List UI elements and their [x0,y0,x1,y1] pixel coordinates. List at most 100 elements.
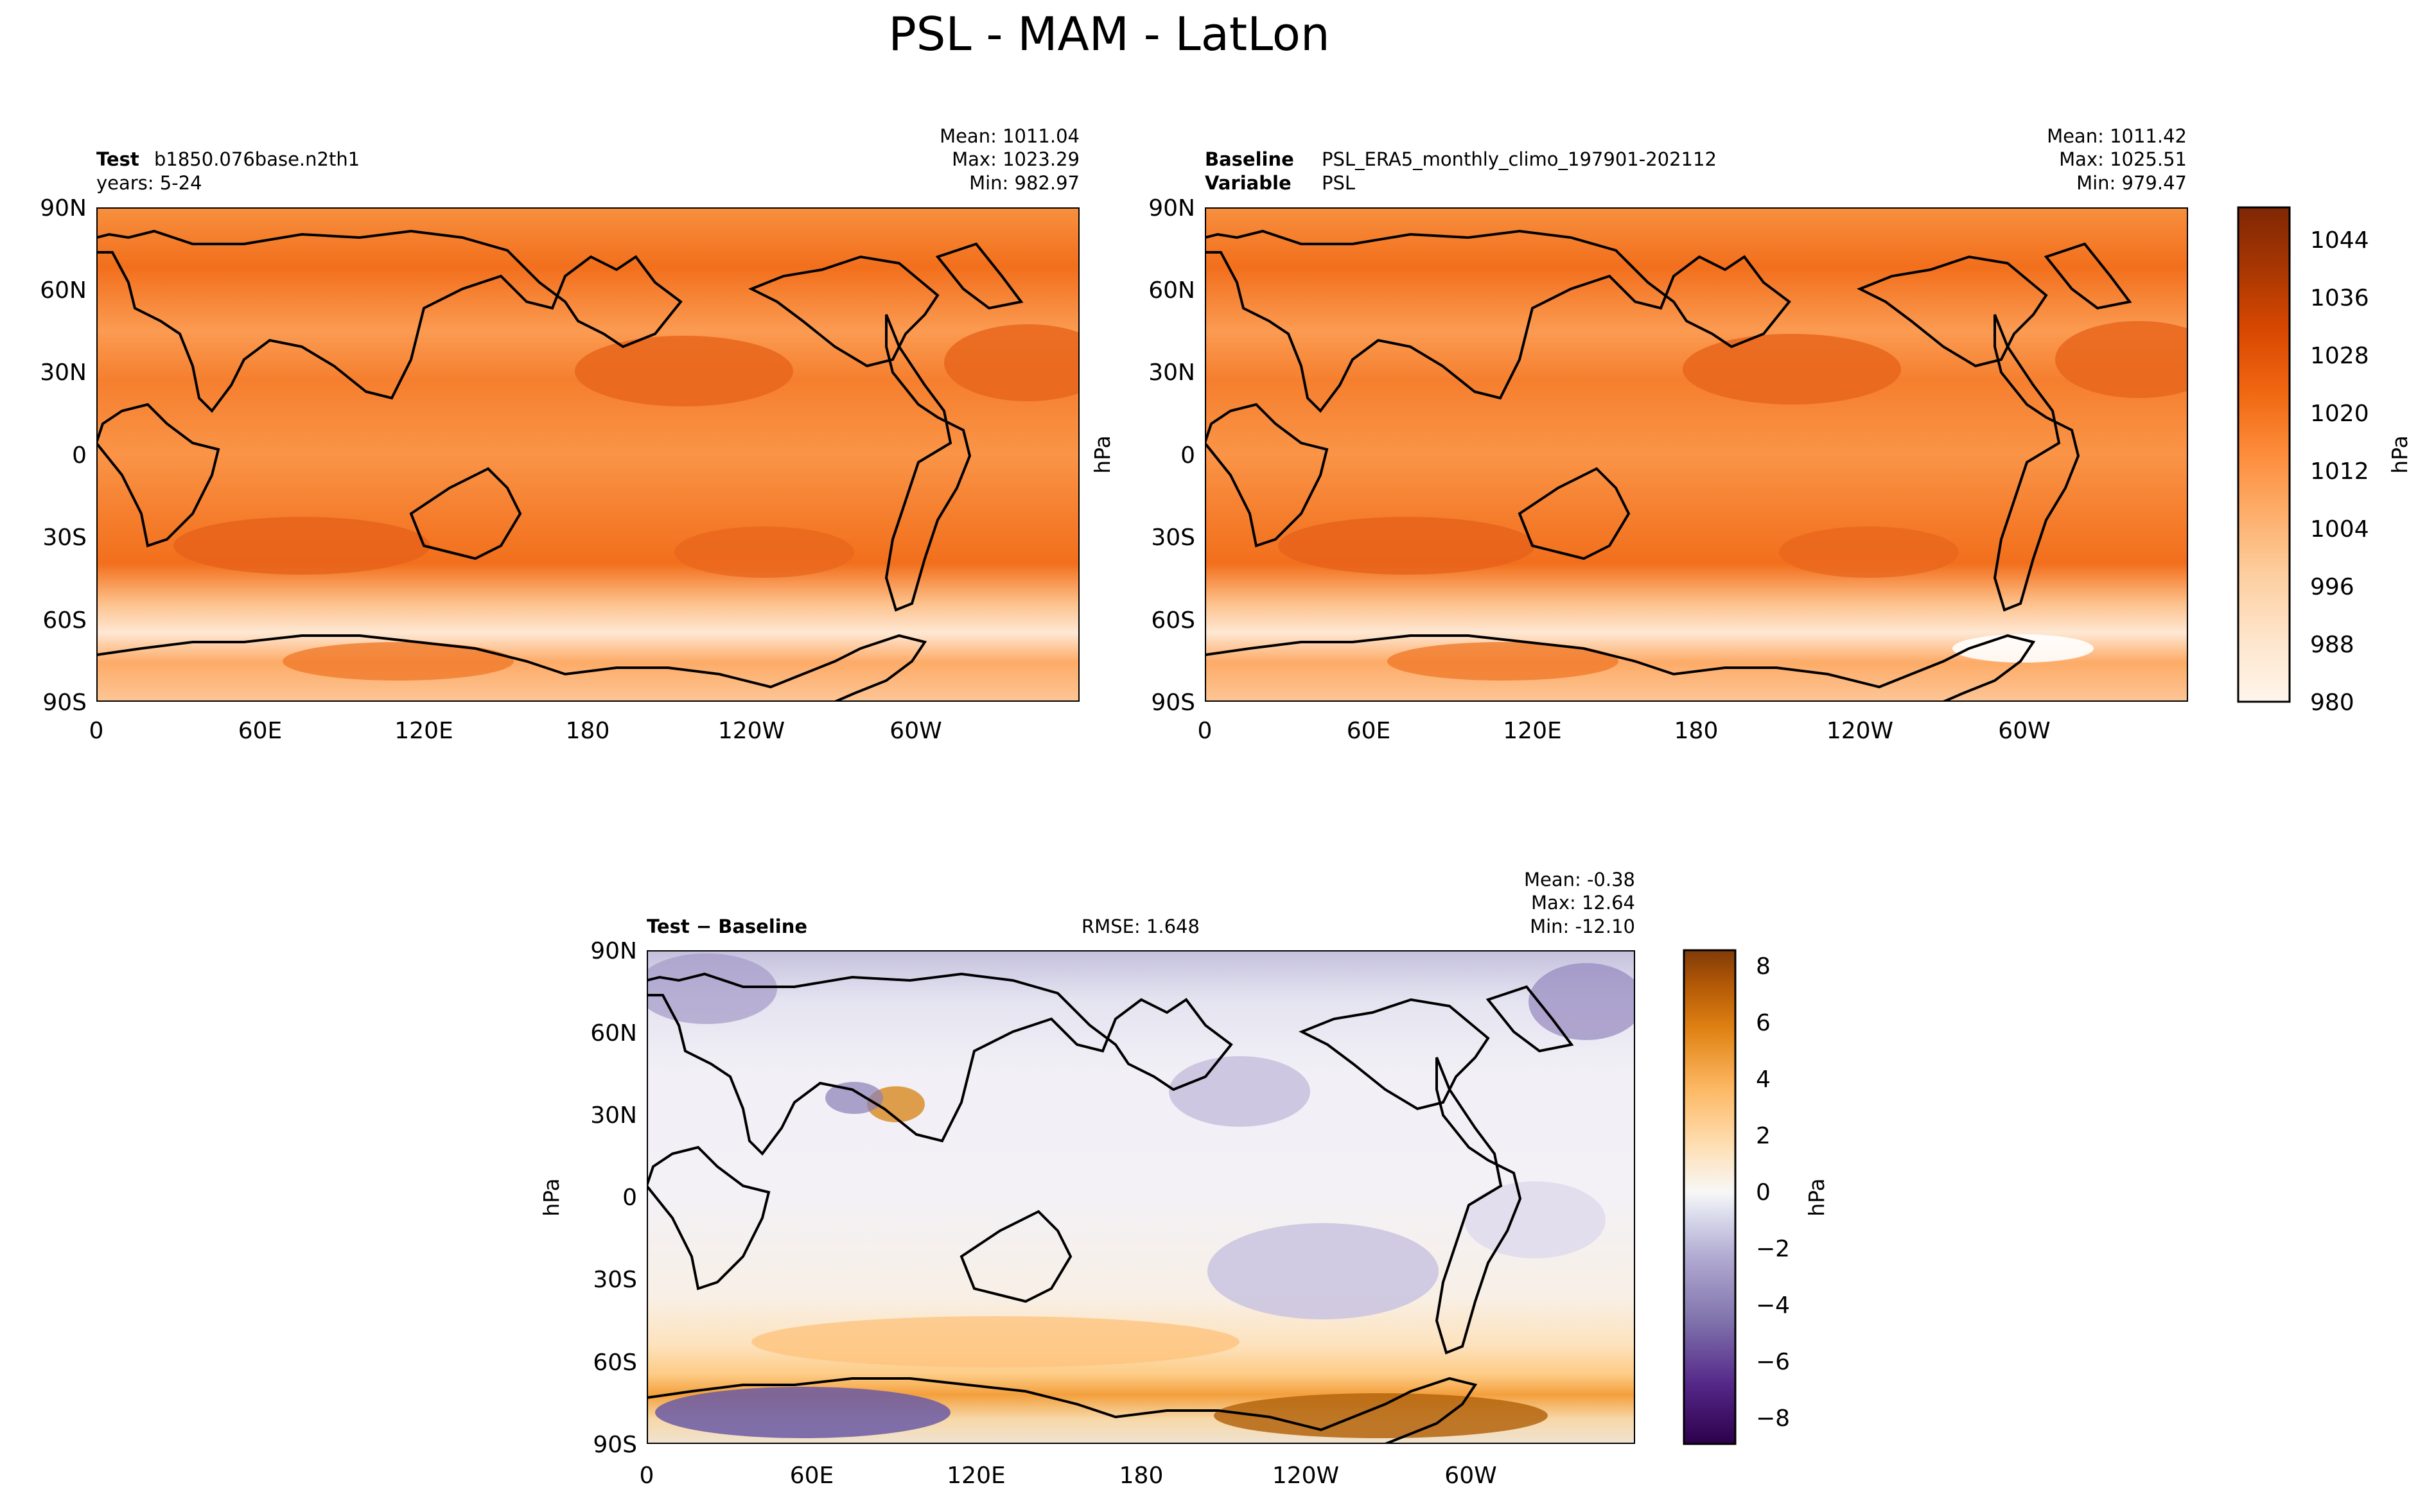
colorbar-main-tick: 1044 [2310,227,2369,254]
panel-baseline-yticks: 90N 60N 30N 0 30S 60S 90S [1148,195,1195,716]
panel-baseline-antarctic-high [1387,642,1618,681]
colorbar-main-tick: 980 [2310,690,2354,716]
panel-baseline-ytick: 60N [1148,277,1195,304]
panel-baseline-ytick: 60S [1151,607,1195,634]
panel-baseline-xtick: 60W [1998,718,2050,744]
colorbar-main-tick: 1028 [2310,343,2369,369]
panel-diff-xtick: 60W [1444,1463,1496,1489]
panel-diff-map [647,950,1635,1444]
panel-baseline-coastlines [1205,229,2132,702]
panel-diff-north-pacific-low [1169,1056,1310,1127]
panel-baseline-ytick: 90S [1151,690,1195,716]
colorbar-main-bar [2237,206,2291,703]
panel-test-yticks: 90N 60N 30N 0 30S 60S 90S [40,195,87,716]
panel-diff-ytick: 60N [590,1020,637,1047]
panel-test-coastlines [96,229,1024,702]
colorbar-diff-tick: −2 [1756,1236,1790,1262]
panel-diff-southern-warm-band [751,1316,1240,1368]
colorbar-diff-bar [1683,949,1737,1445]
panel-test-xtick: 120E [394,718,453,744]
colorbar-diff-tick: −6 [1756,1349,1790,1375]
panel-baseline-south-pacific-high [1779,526,1959,578]
panel-test-xtick: 120W [718,718,785,744]
panel-baseline-stat-mean: Mean: 1011.42 [2047,125,2187,147]
panel-test-xtick: 0 [89,718,104,744]
panel-diff-stat-mean: Mean: -0.38 [1524,869,1635,891]
panel-baseline-north-pacific-high [1683,334,1901,404]
colorbar-diff-tick: 8 [1756,953,1771,980]
colorbar-diff-tick: −4 [1756,1292,1790,1319]
colorbar-main: 1044 1036 1028 1020 1012 1004 996 988 98… [2237,206,2412,716]
panel-diff-tibet-low [825,1082,883,1114]
panel-baseline-ylabel: hPa [1090,435,1115,474]
panel-baseline-stat-min: Min: 979.47 [2076,172,2187,194]
panel-baseline-field [1205,207,2188,702]
panel-test-azores-high [944,324,1080,401]
panel-test-ytick: 30S [42,525,87,551]
panel-diff-ytick: 30S [593,1267,637,1293]
colorbar-diff-tick: 0 [1756,1179,1771,1206]
panel-test-stat-mean: Mean: 1011.04 [940,125,1080,147]
panel-baseline-ytick: 30N [1148,360,1195,386]
panel-diff-xtick: 60E [790,1463,834,1489]
colorbar-main-label: hPa [2387,435,2412,474]
panel-test-stat-min: Min: 982.97 [969,172,1080,194]
panel-test-xtick: 60W [889,718,942,744]
panel-difference: Test − Baseline RMSE: 1.648 Mean: -0.38 … [539,869,1635,1489]
colorbar-diff-tick: 6 [1756,1010,1771,1036]
panel-test-xticks: 0 60E 120E 180 120W 60W [89,718,942,744]
panel-test-ytick: 0 [72,442,87,469]
colorbar-diff-tick: 2 [1756,1123,1771,1149]
panel-baseline-south-indian-high [1278,517,1535,575]
panel-baseline-ytick: 90N [1148,195,1195,222]
panel-diff-stat-max: Max: 12.64 [1531,892,1635,914]
panel-diff-xtick: 180 [1119,1463,1164,1489]
panel-test-south-pacific-high [674,526,854,578]
panel-test-xtick: 180 [566,718,610,744]
panel-test-ytick: 30N [40,360,87,386]
panel-test-years: years: 5-24 [96,172,202,194]
panel-baseline-xtick: 0 [1198,718,1213,744]
panel-test-ytick: 60S [42,607,87,634]
colorbar-main-ticks: 1044 1036 1028 1020 1012 1004 996 988 98… [2310,227,2369,716]
panel-diff-ytick: 90N [590,938,637,964]
panel-baseline: Baseline PSL_ERA5_monthly_climo_197901-2… [1090,125,2188,744]
panel-test-ytick: 90S [42,690,87,716]
panel-diff-south-atlantic-low [1464,1181,1606,1258]
colorbar-main-tick: 1012 [2310,458,2369,485]
panel-test-south-indian-high [173,517,430,575]
panel-diff-rmse: RMSE: 1.648 [1082,916,1200,937]
panel-test-antarctic-high [283,642,514,681]
panel-baseline-xtick: 60E [1347,718,1391,744]
panel-test-map [96,207,1080,702]
panel-baseline-stat-max: Max: 1025.51 [2059,148,2187,170]
colorbar-diff-tick: −8 [1756,1405,1790,1432]
figure-title: PSL - MAM - LatLon [888,7,1329,61]
colorbar-main-tick: 1004 [2310,516,2369,543]
panel-diff-xtick: 0 [640,1463,654,1489]
colorbar-diff-ticks: 8 6 4 2 0 −2 −4 −6 −8 [1756,953,1790,1432]
panel-test-xtick: 60E [238,718,283,744]
panel-diff-antarctic-low [655,1387,951,1438]
panel-baseline-variable-bold: Variable [1205,172,1292,194]
panel-baseline-label-bold: Baseline [1205,148,1294,170]
panel-test-ytick: 90N [40,195,87,222]
colorbar-main-tick: 1020 [2310,401,2369,427]
panel-diff-label-bold: Test − Baseline [647,916,807,937]
panel-diff-south-pacific-low [1207,1223,1439,1319]
panel-diff-ytick: 0 [622,1185,637,1211]
panel-diff-ytick: 90S [593,1432,637,1458]
colorbar-diff-label: hPa [1804,1178,1829,1217]
colorbar-main-tick: 996 [2310,574,2354,600]
panel-baseline-xtick: 180 [1674,718,1719,744]
panel-diff-stat-min: Min: -12.10 [1530,916,1635,937]
panel-test-label-text: b1850.076base.n2th1 [154,148,360,170]
panel-diff-arctic-low [647,953,777,1024]
panel-diff-xticks: 0 60E 120E 180 120W 60W [640,1463,1497,1489]
panel-baseline-xtick: 120E [1503,718,1561,744]
panel-baseline-ytick: 30S [1151,525,1195,551]
panel-test-field [96,207,1080,702]
panel-baseline-azores-high [2055,321,2188,398]
panel-diff-greenland-low [1529,963,1635,1040]
